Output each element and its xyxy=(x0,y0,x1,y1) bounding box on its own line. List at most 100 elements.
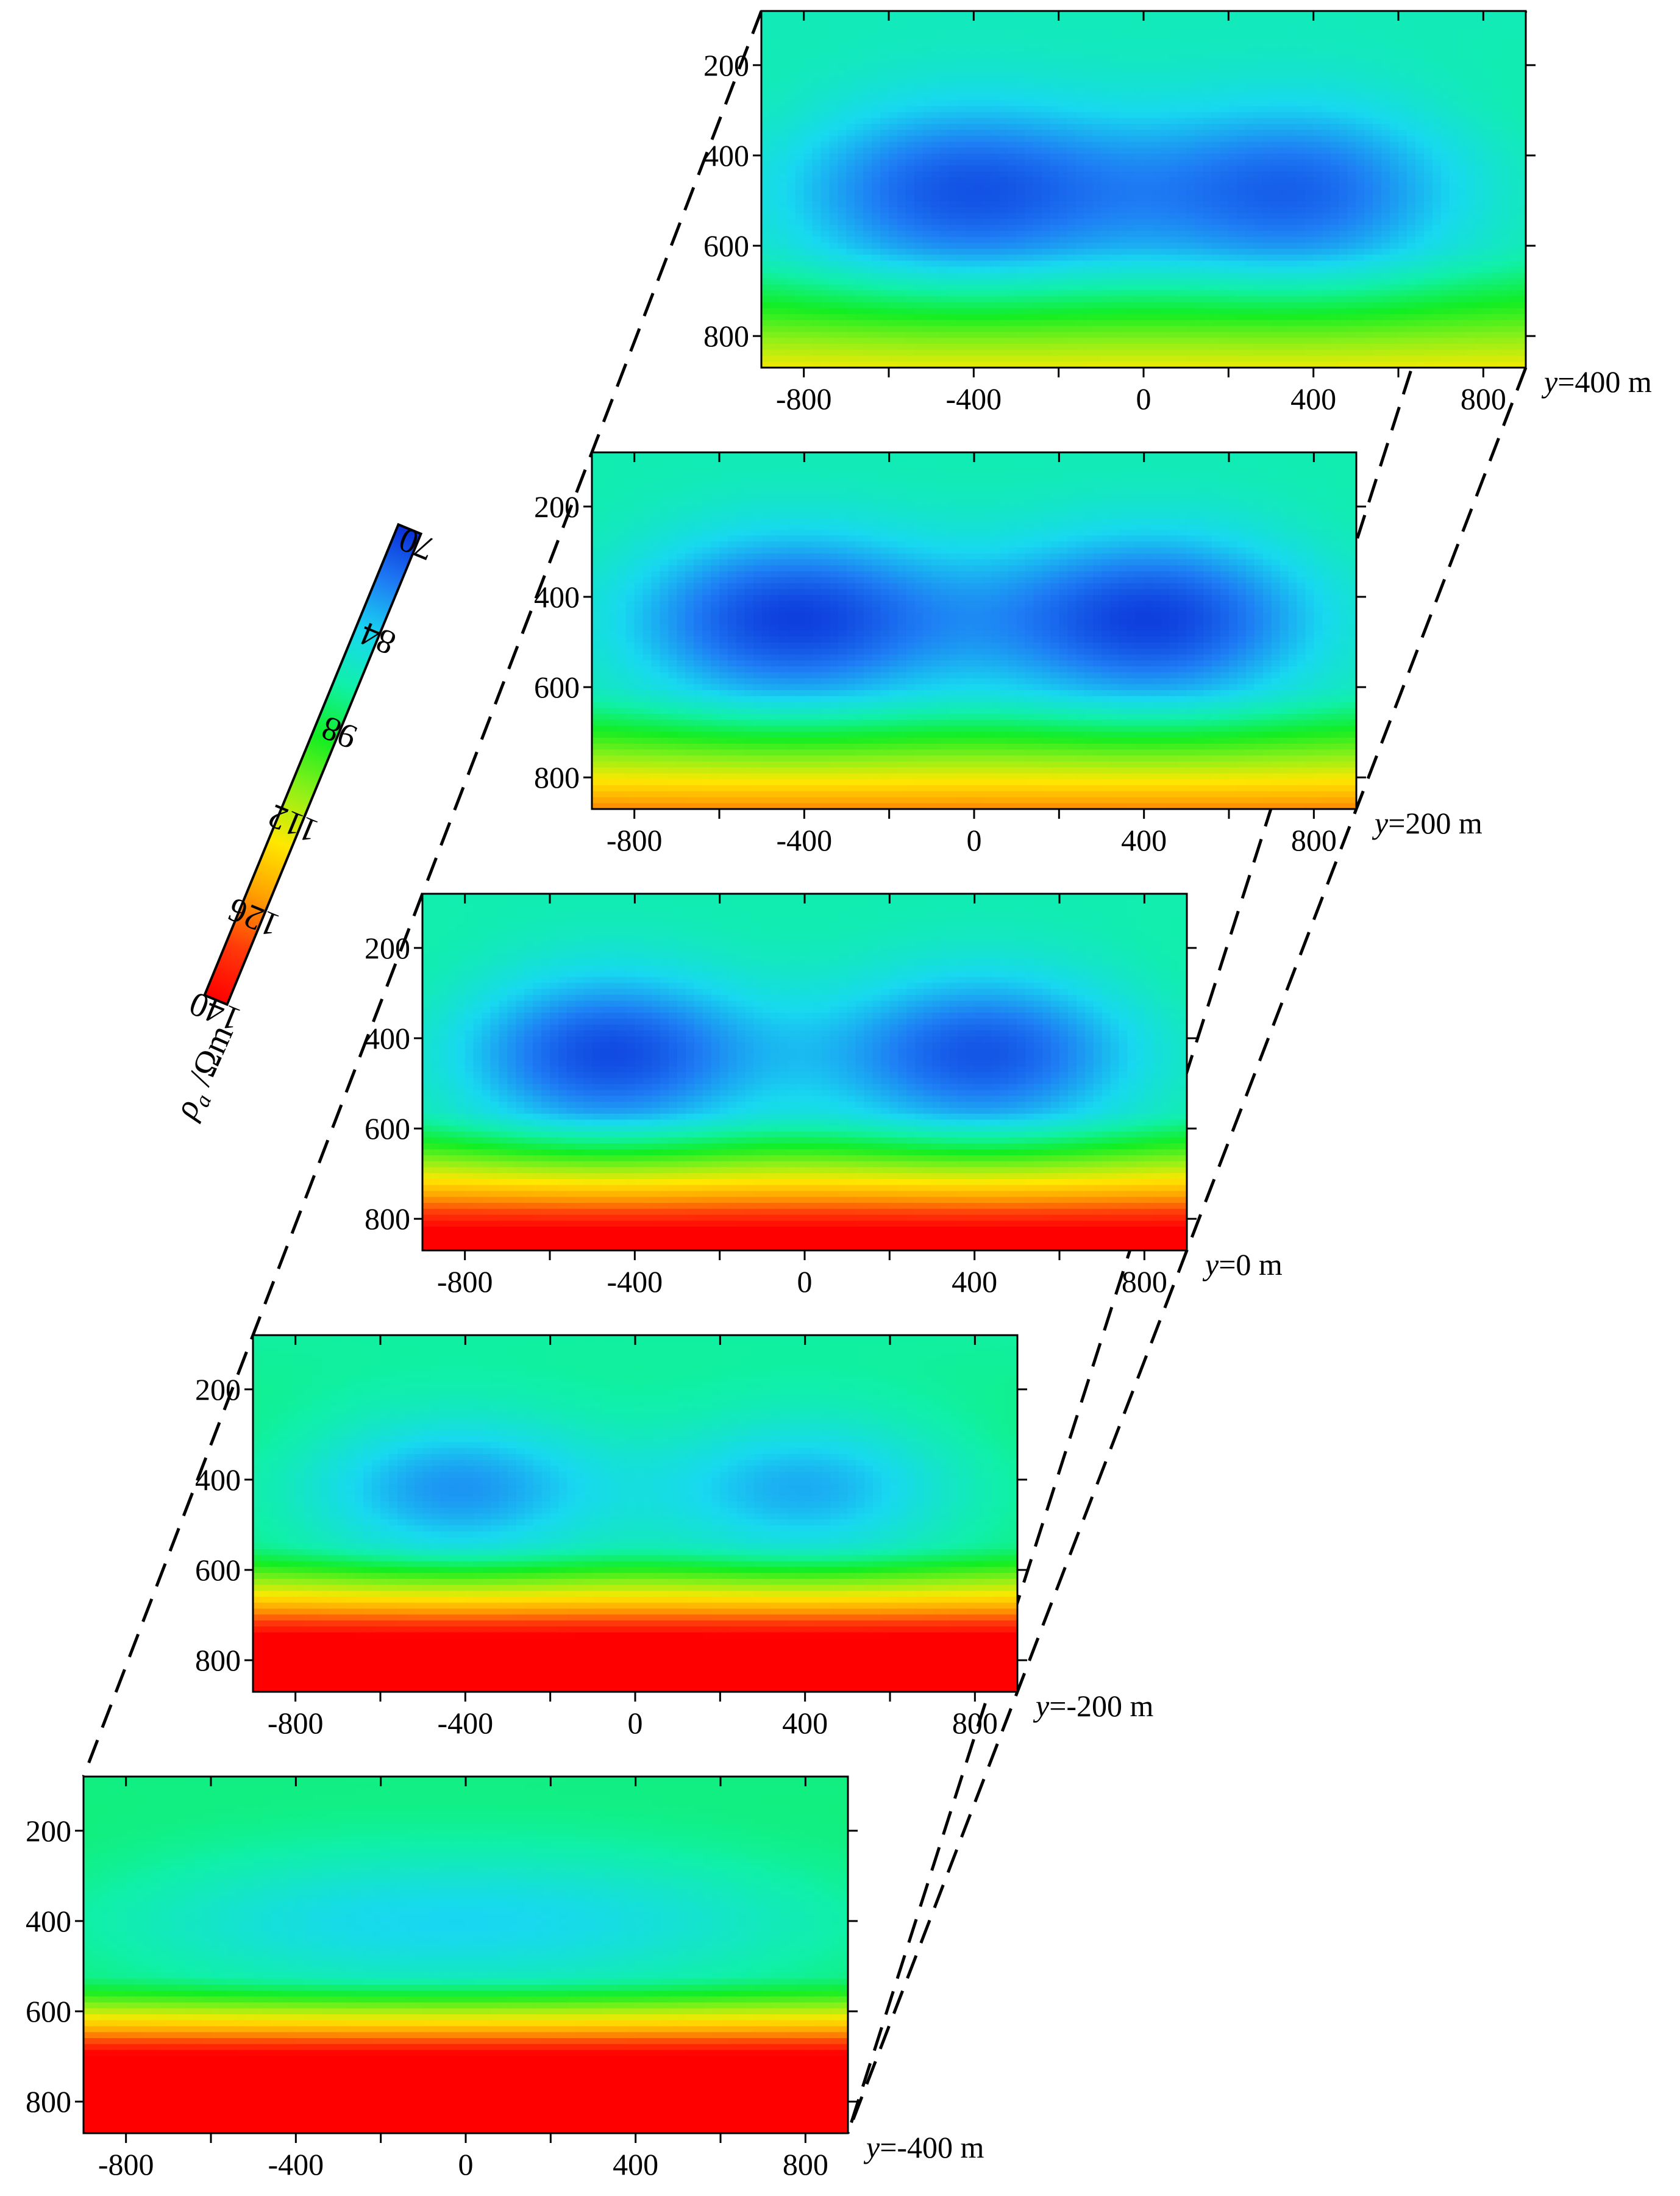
heatmap-cell xyxy=(761,11,771,18)
heatmap-cell xyxy=(965,230,974,238)
heatmap-cell xyxy=(1313,260,1323,267)
heatmap-cell xyxy=(769,29,779,35)
heatmap-cell xyxy=(1237,177,1246,184)
heatmap-cell xyxy=(948,100,958,107)
heatmap-cell xyxy=(1151,201,1161,208)
heatmap-cell xyxy=(1245,326,1255,333)
heatmap-cell xyxy=(1296,249,1306,255)
heatmap-cell xyxy=(1423,273,1433,279)
heatmap-cell xyxy=(1067,148,1077,154)
heatmap-cell xyxy=(905,46,915,53)
heatmap-cell xyxy=(1135,296,1144,303)
heatmap-cell xyxy=(1169,135,1178,143)
heatmap-cell xyxy=(1151,320,1161,327)
heatmap-cell xyxy=(855,314,864,321)
heatmap-cell xyxy=(1101,130,1110,137)
heatmap-cell xyxy=(1033,237,1042,243)
heatmap-cell xyxy=(1220,249,1229,255)
heatmap-cell xyxy=(1373,284,1382,291)
heatmap-cell xyxy=(1339,302,1348,309)
heatmap-cell xyxy=(1220,40,1229,48)
heatmap-cell xyxy=(1084,159,1093,166)
heatmap-cell xyxy=(1449,189,1459,196)
heatmap-cell xyxy=(1373,355,1382,362)
heatmap-cell xyxy=(1177,273,1187,279)
heatmap-cell xyxy=(829,338,838,344)
heatmap-cell xyxy=(948,314,958,321)
heatmap-cell xyxy=(1406,355,1416,362)
heatmap-cell xyxy=(829,243,838,249)
heatmap-cell xyxy=(1016,64,1025,71)
heatmap-cell xyxy=(1050,76,1059,83)
heatmap-cell xyxy=(1406,130,1416,137)
heatmap-cell xyxy=(1398,225,1408,232)
heatmap-cell xyxy=(1041,52,1051,59)
heatmap-cell xyxy=(872,314,881,321)
heatmap-cell xyxy=(1127,52,1136,59)
heatmap-cell xyxy=(1466,70,1475,77)
heatmap-cell xyxy=(1347,278,1356,285)
heatmap-cell xyxy=(1440,40,1450,48)
heatmap-cell xyxy=(1024,64,1034,71)
heatmap-cell xyxy=(905,237,915,243)
heatmap-cell xyxy=(1313,35,1323,41)
heatmap-cell xyxy=(973,344,983,351)
heatmap-cell xyxy=(1296,355,1306,362)
heatmap-cell xyxy=(1220,207,1229,214)
heatmap-cell xyxy=(1092,124,1102,130)
heatmap-cell xyxy=(1203,260,1212,267)
heatmap-cell xyxy=(1406,148,1416,154)
heatmap-cell xyxy=(1364,159,1373,166)
heatmap-cell xyxy=(1440,219,1450,226)
heatmap-cell xyxy=(1245,130,1255,137)
heatmap-cell xyxy=(1406,189,1416,196)
heatmap-cell xyxy=(1254,94,1263,101)
heatmap-cell xyxy=(778,148,788,154)
heatmap-cell xyxy=(965,284,974,291)
heatmap-cell xyxy=(786,52,796,59)
heatmap-cell xyxy=(1144,40,1153,48)
heatmap-cell xyxy=(820,40,830,48)
heatmap-cell xyxy=(1313,94,1323,101)
heatmap-cell xyxy=(1033,171,1042,178)
heatmap-cell xyxy=(1075,260,1085,267)
heatmap-cell xyxy=(1067,230,1077,238)
heatmap-cell xyxy=(812,326,822,333)
heatmap-cell xyxy=(1016,201,1025,208)
heatmap-cell xyxy=(1432,320,1442,327)
heatmap-cell xyxy=(991,243,1000,249)
heatmap-cell xyxy=(991,141,1000,148)
heatmap-cell xyxy=(1237,112,1246,119)
heatmap-cell xyxy=(1058,308,1068,315)
heatmap-cell xyxy=(1024,290,1034,297)
heatmap-cell xyxy=(778,302,788,309)
heatmap-cell xyxy=(1220,284,1229,291)
heatmap-cell xyxy=(948,118,958,124)
heatmap-cell xyxy=(1050,52,1059,59)
heatmap-cell xyxy=(1381,177,1390,184)
heatmap-cell xyxy=(1050,308,1059,315)
heatmap-cell xyxy=(1194,94,1204,101)
heatmap-cell xyxy=(1271,207,1280,214)
heatmap-cell xyxy=(1160,338,1170,344)
heatmap-cell xyxy=(956,219,966,226)
heatmap-cell xyxy=(1339,40,1348,48)
heatmap-cell xyxy=(1211,171,1220,178)
heatmap-cell xyxy=(1304,266,1314,273)
heatmap-cell xyxy=(1194,266,1204,273)
heatmap-cell xyxy=(1322,273,1331,279)
heatmap-cell xyxy=(1466,59,1475,65)
heatmap-cell xyxy=(1109,249,1119,255)
heatmap-cell xyxy=(803,326,813,333)
heatmap-cell xyxy=(1449,70,1459,77)
heatmap-cell xyxy=(1364,219,1373,226)
heatmap-cell xyxy=(939,338,949,344)
heatmap-cell xyxy=(1084,284,1093,291)
heatmap-cell xyxy=(1415,207,1425,214)
heatmap-cell xyxy=(1109,362,1119,368)
heatmap-cell xyxy=(803,171,813,178)
heatmap-cell xyxy=(1347,29,1356,35)
heatmap-cell xyxy=(1169,302,1178,309)
heatmap-cell xyxy=(880,230,889,238)
heatmap-cell xyxy=(1118,189,1127,196)
